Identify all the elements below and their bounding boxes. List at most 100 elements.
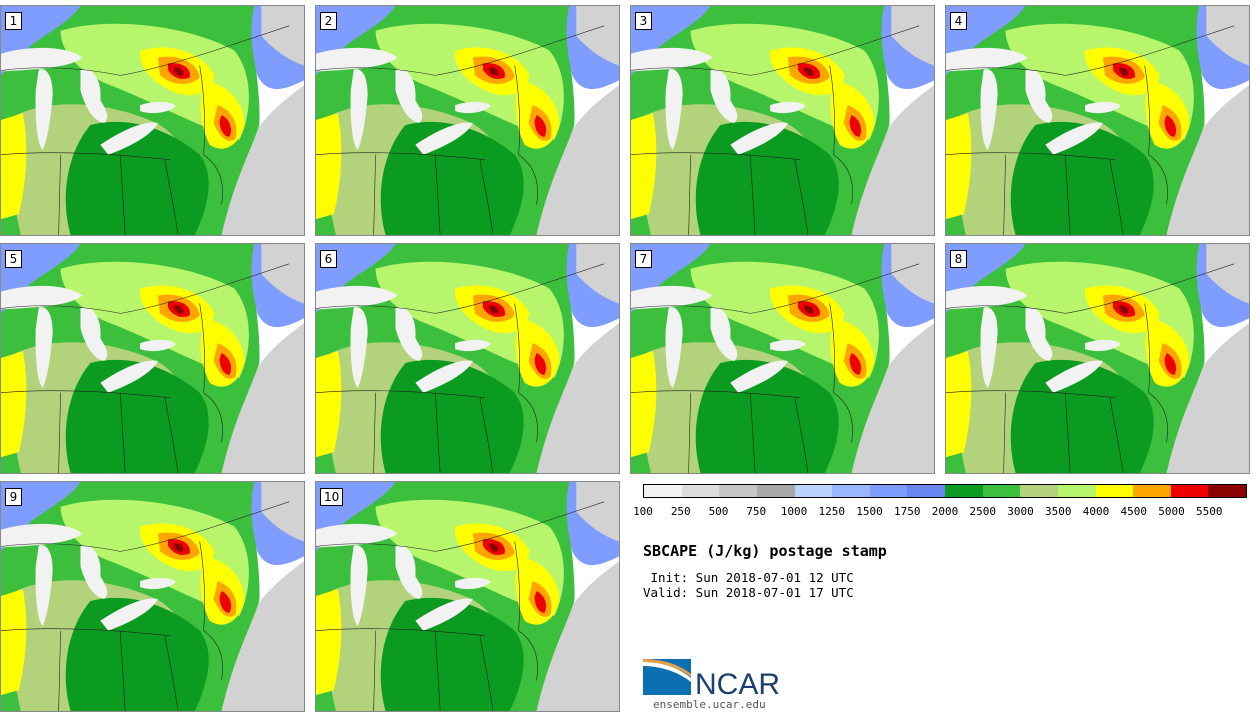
state-border — [518, 630, 538, 681]
member-panel-8[interactable]: 8 — [945, 243, 1250, 474]
ocean — [199, 6, 304, 235]
lake-superior — [1, 285, 83, 310]
region-dark-green — [695, 121, 839, 235]
region-darkred — [173, 305, 184, 314]
member-number: 6 — [320, 250, 337, 268]
lake-erie — [100, 122, 158, 155]
state-border — [316, 628, 485, 636]
lake-michigan — [35, 545, 53, 626]
ocean — [514, 6, 619, 235]
ne-coast-gray — [576, 482, 619, 542]
member-number: 5 — [5, 250, 22, 268]
region-yellow-west — [316, 589, 342, 696]
region-dark-green — [65, 121, 209, 235]
colorbar-tick-label: 5000 — [1158, 505, 1185, 518]
region-darkred — [803, 305, 814, 314]
ncar-logo[interactable]: NCAR — [643, 656, 793, 700]
region-yellow-west — [316, 113, 342, 220]
member-number: 4 — [950, 12, 967, 30]
sbcape-map — [1, 482, 304, 711]
lake-huron — [80, 545, 108, 599]
colorbar-swatch — [945, 485, 983, 497]
ocean — [829, 244, 934, 473]
colorbar-tick-label: 3000 — [1007, 505, 1034, 518]
ne-coast-gray — [261, 482, 304, 542]
state-border — [1003, 154, 1124, 235]
lake-erie — [100, 360, 158, 393]
state-border — [631, 152, 800, 160]
colorbar-tick-label: 4000 — [1082, 505, 1110, 518]
plot-title: SBCAPE (J/kg) postage stamp — [643, 542, 887, 560]
member-number: 2 — [320, 12, 337, 30]
ocean — [829, 6, 934, 235]
sbcape-map — [1, 6, 304, 235]
member-panel-9[interactable]: 9 — [0, 481, 305, 712]
region-darkred — [488, 305, 499, 314]
state-border — [518, 392, 538, 443]
lake-erie — [1045, 360, 1103, 393]
state-border — [1, 263, 290, 314]
region-dark-green — [1010, 359, 1154, 473]
region-darkred — [173, 543, 184, 552]
colorbar-swatch — [756, 485, 795, 497]
lake-michigan — [665, 69, 683, 150]
colorbar-swatch — [681, 485, 720, 497]
ne-coast-gray — [891, 6, 934, 66]
region-dark-green — [380, 121, 524, 235]
state-border — [1, 628, 170, 636]
region-red-coast — [534, 591, 547, 613]
member-panel-1[interactable]: 1 — [0, 5, 305, 236]
state-border — [1148, 154, 1168, 205]
lake-huron — [710, 307, 738, 361]
state-border — [1, 390, 170, 398]
lake-ontario — [770, 339, 806, 352]
lake-huron — [395, 307, 423, 361]
colorbar-tick-label: 100 — [633, 505, 653, 518]
colorbar-swatch — [644, 485, 682, 497]
lake-michigan — [350, 307, 368, 388]
colorbar-tick-label: 250 — [670, 505, 691, 518]
lake-ontario — [455, 101, 491, 114]
site-link[interactable]: ensemble.ucar.edu — [653, 698, 766, 711]
region-yellow-west — [316, 351, 342, 458]
sbcape-map — [316, 482, 619, 711]
sbcape-map — [631, 6, 934, 235]
member-panel-2[interactable]: 2 — [315, 5, 620, 236]
state-border — [199, 65, 205, 155]
lake-ontario — [140, 577, 176, 590]
state-border — [946, 152, 1115, 160]
state-border — [518, 154, 538, 205]
lake-erie — [100, 598, 158, 631]
lake-ontario — [770, 101, 806, 114]
ne-coast-gray — [1206, 6, 1249, 66]
colorbar-tick-label: 500 — [708, 505, 729, 518]
member-panel-4[interactable]: 4 — [945, 5, 1250, 236]
state-border — [316, 25, 605, 76]
state-border — [946, 390, 1115, 398]
state-border — [514, 65, 520, 155]
lake-ontario — [140, 101, 176, 114]
lake-ontario — [1085, 339, 1121, 352]
sbcape-map — [316, 6, 619, 235]
lake-ontario — [455, 577, 491, 590]
member-panel-7[interactable]: 7 — [630, 243, 935, 474]
lake-michigan — [35, 307, 53, 388]
region-yellow-west — [1, 113, 27, 220]
state-border — [199, 303, 205, 393]
region-dark-green — [380, 597, 524, 711]
state-border — [1144, 65, 1150, 155]
region-dark-green — [65, 597, 209, 711]
colorbar-swatch — [1133, 485, 1171, 497]
ocean — [1144, 6, 1249, 235]
state-border — [1, 25, 290, 76]
state-border — [373, 630, 494, 711]
member-number: 7 — [635, 250, 652, 268]
member-panel-5[interactable]: 5 — [0, 243, 305, 474]
sbcape-map — [316, 244, 619, 473]
member-panel-6[interactable]: 6 — [315, 243, 620, 474]
state-border — [58, 154, 179, 235]
member-panel-10[interactable]: 10 — [315, 481, 620, 712]
member-panel-3[interactable]: 3 — [630, 5, 935, 236]
region-dark-green — [1010, 121, 1154, 235]
state-border — [1, 152, 170, 160]
